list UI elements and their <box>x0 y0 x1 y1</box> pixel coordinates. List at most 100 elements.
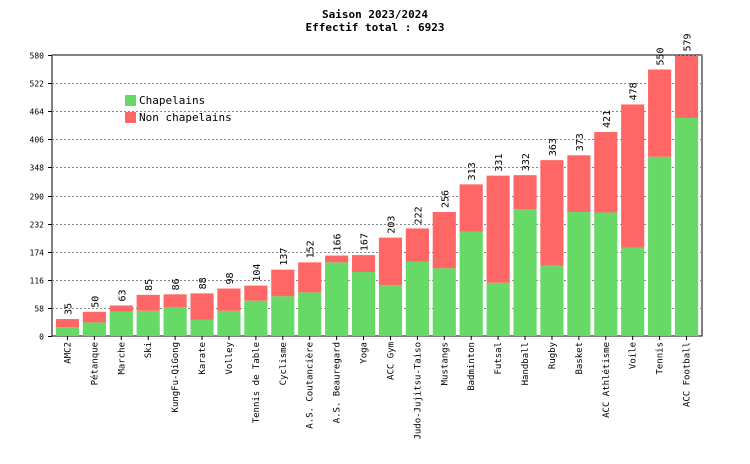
bar-segment-chapelains <box>351 272 376 336</box>
bar-segment-chapelains <box>163 306 187 336</box>
bar-total-label: 203 <box>386 216 397 234</box>
y-tick-label: 290 <box>30 193 45 202</box>
y-tick-label: 232 <box>30 221 45 230</box>
bar-segment-non-chapelains <box>459 184 483 232</box>
x-category-label: Karate <box>198 342 208 375</box>
legend-swatch-chapelains <box>125 95 136 106</box>
x-category-label: Mustangs <box>440 342 450 385</box>
bar-total-label: 256 <box>440 190 451 208</box>
x-category-label: Handball <box>521 342 531 385</box>
bar-segment-non-chapelains <box>271 269 295 297</box>
x-category-label: Tennis <box>656 342 666 375</box>
x-category-label: Badminton <box>467 342 477 391</box>
bar-total-label: 550 <box>656 47 667 65</box>
bar-segment-chapelains <box>648 156 672 336</box>
bar-total-label: 222 <box>413 206 424 224</box>
bar-total-label: 331 <box>494 154 505 172</box>
bar-segment-non-chapelains <box>109 305 133 312</box>
bar-segment-non-chapelains <box>432 211 456 269</box>
bar-total-label: 152 <box>306 240 317 258</box>
bar-segment-non-chapelains <box>594 132 618 213</box>
legend-swatch-non-chapelains <box>125 112 136 123</box>
x-category-label: Cyclisme <box>279 342 289 385</box>
x-category-label: Volley <box>225 341 235 374</box>
bar-segment-non-chapelains <box>513 175 537 210</box>
x-category-label: ACC Gym <box>386 342 396 380</box>
bar-segment-chapelains <box>567 211 591 336</box>
bar-segment-chapelains <box>621 247 645 336</box>
bar-total-label: 85 <box>144 279 155 291</box>
x-category-label: Judo-Jujitsu-Taiso <box>413 342 423 440</box>
chart-title: Saison 2023/2024 <box>322 8 428 21</box>
x-category-label: KungFu-QiGong <box>171 342 181 412</box>
bar-segment-non-chapelains <box>298 262 322 293</box>
legend-label-non-chapelains: Non chapelains <box>139 111 232 124</box>
bar-segment-non-chapelains <box>486 175 510 283</box>
bar-total-label: 88 <box>198 277 209 289</box>
bar-segment-non-chapelains <box>405 228 429 262</box>
bar-segment-chapelains <box>594 212 618 336</box>
bar-segment-chapelains <box>271 296 295 336</box>
bar-segment-chapelains <box>244 300 268 336</box>
bar-segment-chapelains <box>540 265 564 336</box>
bar-segment-chapelains <box>136 310 160 336</box>
bar-total-label: 63 <box>117 289 128 301</box>
bar-segment-chapelains <box>82 322 106 336</box>
y-tick-label: 174 <box>30 249 45 258</box>
y-tick-label: 580 <box>30 52 45 61</box>
x-category-label: Basket <box>575 342 585 375</box>
bar-segment-chapelains <box>432 268 456 336</box>
y-tick-label: 406 <box>30 136 45 145</box>
x-category-label: Yoga <box>360 342 370 364</box>
bar-segment-non-chapelains <box>244 285 268 301</box>
y-tick-label: 58 <box>34 305 44 314</box>
x-category-label: ACC Athlétisme <box>601 342 612 418</box>
bar-total-label: 167 <box>360 233 371 251</box>
bar-segment-non-chapelains <box>621 104 645 248</box>
bar-segment-chapelains <box>55 327 80 336</box>
bar-segment-chapelains <box>405 261 429 336</box>
bar-total-label: 373 <box>575 133 586 151</box>
bar-segment-chapelains <box>109 311 133 336</box>
bar-segment-chapelains <box>486 282 510 336</box>
y-tick-label: 348 <box>30 164 45 173</box>
bar-segment-non-chapelains <box>163 294 187 307</box>
x-category-label: Marche <box>117 342 127 375</box>
bar-segment-chapelains <box>674 117 699 336</box>
legend-label-chapelains: Chapelains <box>139 94 205 107</box>
x-category-label: AMC2 <box>63 342 73 364</box>
bar-segment-non-chapelains <box>648 69 672 157</box>
bar-segment-non-chapelains <box>674 55 699 118</box>
bar-total-label: 332 <box>521 153 532 171</box>
x-category-label: Pétanque <box>89 342 100 385</box>
bar-segment-non-chapelains <box>325 255 349 263</box>
bar-total-label: 50 <box>90 296 101 308</box>
bar-total-label: 104 <box>252 264 263 282</box>
x-category-label: Tennis de Table <box>252 342 262 423</box>
y-tick-label: 0 <box>39 333 44 342</box>
y-tick-label: 464 <box>30 108 45 117</box>
bar-segment-chapelains <box>298 292 322 336</box>
bar-segment-chapelains <box>217 310 241 336</box>
x-category-label: Voile <box>629 342 639 369</box>
bar-segment-non-chapelains <box>190 293 214 320</box>
bar-segment-non-chapelains <box>82 311 106 323</box>
bar-total-label: 86 <box>171 278 182 290</box>
bar-segment-non-chapelains <box>351 255 376 273</box>
bar-segment-chapelains <box>190 319 214 336</box>
bar-segment-non-chapelains <box>217 288 241 311</box>
bar-segment-chapelains <box>378 285 403 336</box>
x-category-label: ACC Football <box>683 342 693 407</box>
y-tick-label: 522 <box>30 80 45 89</box>
y-tick-label: 116 <box>30 277 45 286</box>
bar-total-label: 313 <box>467 162 478 180</box>
bar-segment-non-chapelains <box>378 237 403 286</box>
bar-segment-non-chapelains <box>55 319 80 328</box>
bar-segment-non-chapelains <box>540 160 564 266</box>
x-category-label: A.S. Beauregard <box>333 342 343 423</box>
chart-subtitle: Effectif total : 6923 <box>305 21 445 34</box>
bar-total-label: 478 <box>629 82 640 100</box>
bar-total-label: 35 <box>63 303 74 315</box>
x-category-label: Rugby <box>548 341 558 369</box>
